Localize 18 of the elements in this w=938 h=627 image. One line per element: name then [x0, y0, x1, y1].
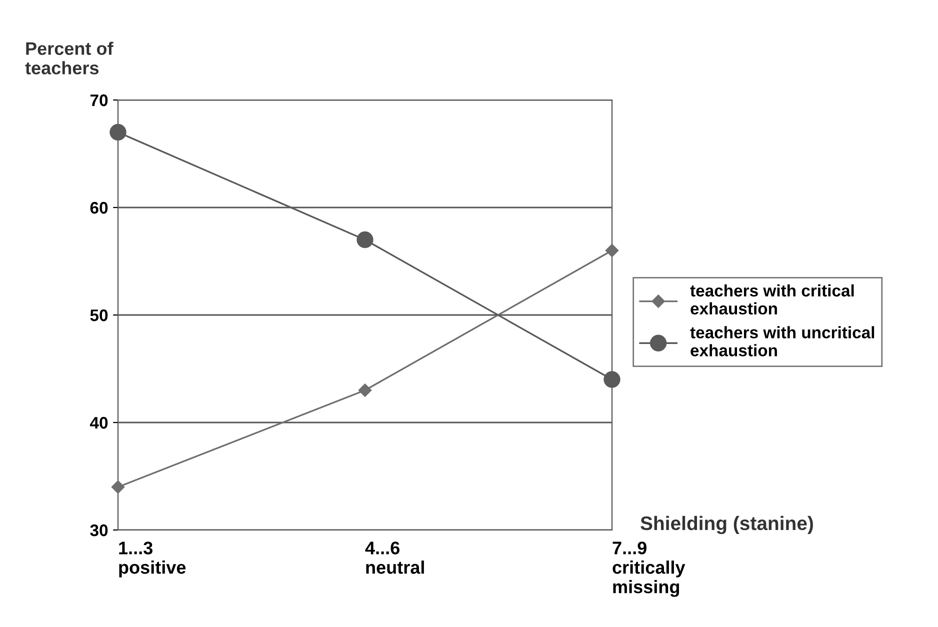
y-tick-label: 50 — [90, 309, 108, 322]
point — [356, 231, 374, 248]
point — [605, 244, 619, 258]
y-tick-label: 40 — [90, 416, 108, 429]
y-axis-title: Percent of teachers — [25, 42, 114, 74]
legend-label: teachers with critical exhaustion — [690, 284, 854, 315]
x-tick-label: 4...6 neutral — [365, 542, 424, 574]
x-tick-label: 7...9 critically missing — [612, 542, 686, 597]
x-axis-title: Shielding (stanine) — [640, 516, 813, 534]
y-tick-label: 60 — [90, 202, 108, 214]
point — [110, 124, 126, 141]
y-tick-label: 30 — [90, 524, 108, 536]
point — [358, 384, 372, 397]
x-tick-label: 1...3 positive — [119, 542, 186, 578]
legend-label: teachers with uncritical exhaustion — [690, 326, 874, 356]
y-tick-label: 70 — [90, 94, 108, 106]
point — [604, 371, 620, 388]
point — [111, 480, 125, 494]
